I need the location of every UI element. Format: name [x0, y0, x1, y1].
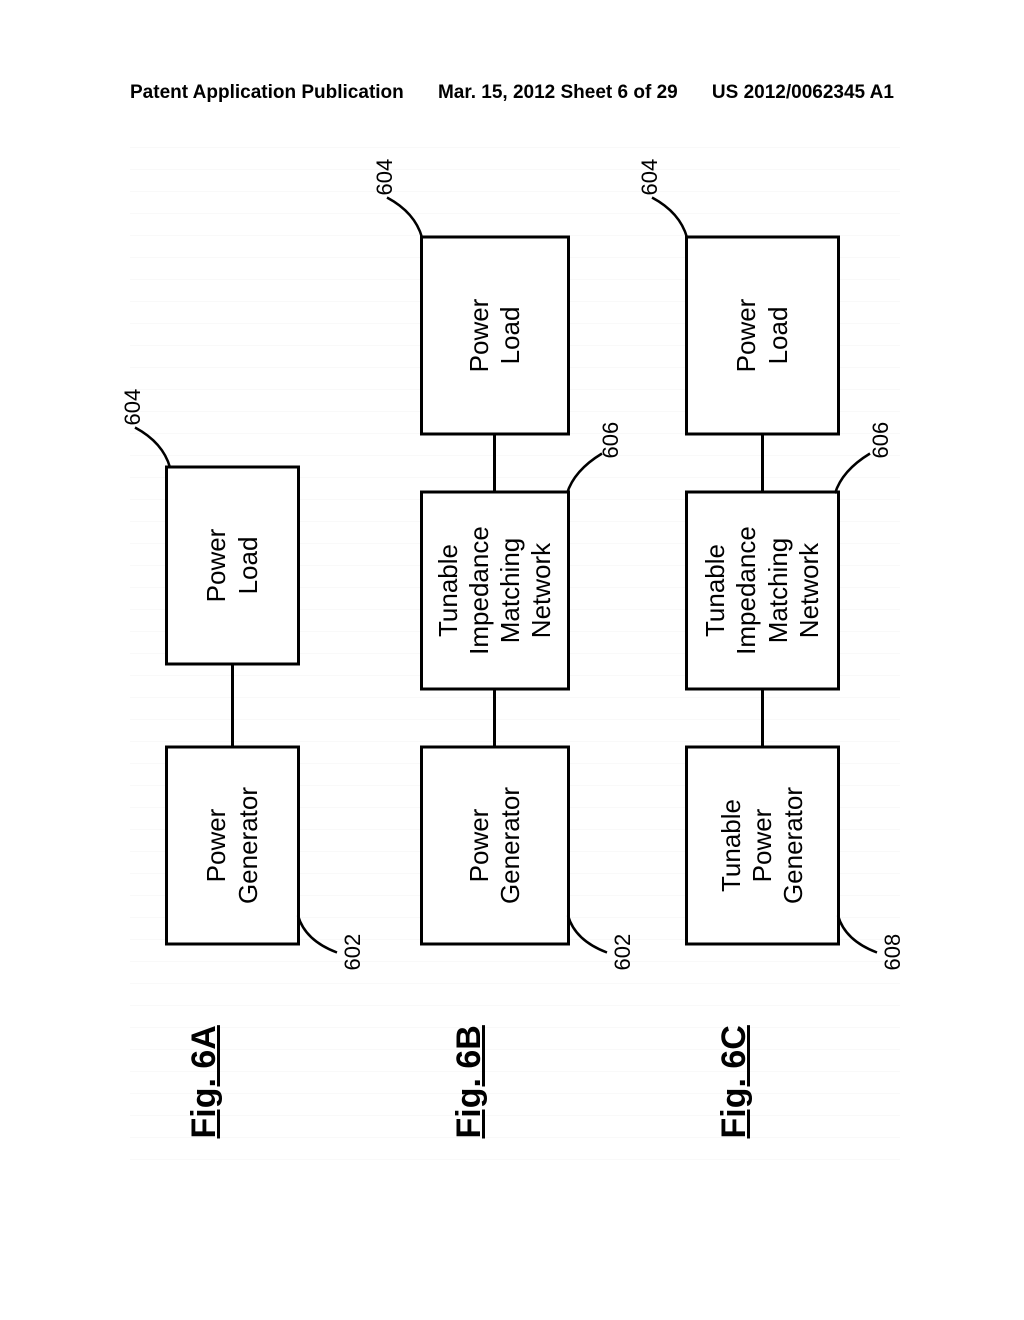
connector-line — [231, 665, 234, 745]
block-text: Load — [233, 536, 264, 594]
connector-line — [761, 690, 764, 745]
block-text: Network — [526, 542, 557, 637]
block-text: Network — [794, 542, 825, 637]
block-text: Generator — [778, 786, 809, 903]
lead-line — [835, 900, 885, 960]
block-text: Power — [464, 808, 495, 882]
figure-label-6c: Fig. 6C — [715, 1025, 754, 1138]
block-text: Tunable — [700, 544, 731, 637]
block-text: Matching — [763, 537, 794, 643]
ref-num-606-b: 606 — [598, 421, 624, 458]
lead-line — [295, 900, 345, 960]
block-text: Generator — [495, 786, 526, 903]
ref-num-604-a: 604 — [120, 388, 146, 425]
ref-num-604-c: 604 — [637, 158, 663, 195]
lead-line — [565, 900, 615, 960]
ref-num-602-a: 602 — [340, 933, 366, 970]
block-text: Impedance — [464, 526, 495, 655]
rotated-diagram-stage: Fig. 6A Power Generator 602 Power Load 6… — [130, 135, 900, 1160]
block-text: Power — [731, 298, 762, 372]
block-text: Power — [201, 808, 232, 882]
ref-num-604-b: 604 — [372, 158, 398, 195]
figure-area: Fig. 6A Power Generator 602 Power Load 6… — [130, 135, 900, 1160]
header-publication: Patent Application Publication — [130, 82, 404, 104]
block-6c-tunable-power-generator: Tunable Power Generator — [685, 745, 840, 945]
block-text: Load — [495, 306, 526, 364]
block-6c-power-load: Power Load — [685, 235, 840, 435]
ref-num-608-c: 608 — [880, 933, 906, 970]
figure-label-6b: Fig. 6B — [450, 1025, 489, 1138]
block-text: Impedance — [731, 526, 762, 655]
block-6b-power-load: Power Load — [420, 235, 570, 435]
ref-num-602-b: 602 — [610, 933, 636, 970]
block-6a-power-generator: Power Generator — [165, 745, 300, 945]
block-6b-impedance-matching: Tunable Impedance Matching Network — [420, 490, 570, 690]
ref-num-606-c: 606 — [868, 421, 894, 458]
connector-line — [493, 435, 496, 490]
block-text: Power — [747, 808, 778, 882]
block-text: Power — [464, 298, 495, 372]
header-patent-number: US 2012/0062345 A1 — [712, 82, 894, 104]
block-text: Load — [763, 306, 794, 364]
block-text: Power — [201, 528, 232, 602]
block-text: Generator — [233, 786, 264, 903]
block-6a-power-load: Power Load — [165, 465, 300, 665]
block-text: Tunable — [716, 799, 747, 892]
header-date-sheet: Mar. 15, 2012 Sheet 6 of 29 — [438, 82, 678, 104]
block-text: Matching — [495, 537, 526, 643]
figure-label-6a: Fig. 6A — [185, 1025, 224, 1138]
page-header: Patent Application Publication Mar. 15, … — [0, 82, 1024, 104]
connector-line — [761, 435, 764, 490]
block-text: Tunable — [433, 544, 464, 637]
connector-line — [493, 690, 496, 745]
block-6b-power-generator: Power Generator — [420, 745, 570, 945]
block-6c-impedance-matching: Tunable Impedance Matching Network — [685, 490, 840, 690]
